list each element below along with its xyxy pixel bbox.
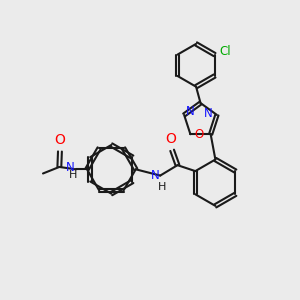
Text: N: N: [204, 107, 212, 120]
Text: N: N: [66, 161, 74, 174]
Text: N: N: [151, 169, 160, 182]
Text: O: O: [54, 133, 65, 147]
Text: N: N: [186, 106, 195, 118]
Text: O: O: [195, 128, 204, 141]
Text: Cl: Cl: [219, 44, 231, 58]
Text: H: H: [158, 182, 166, 192]
Text: O: O: [165, 132, 176, 146]
Text: H: H: [69, 170, 77, 180]
